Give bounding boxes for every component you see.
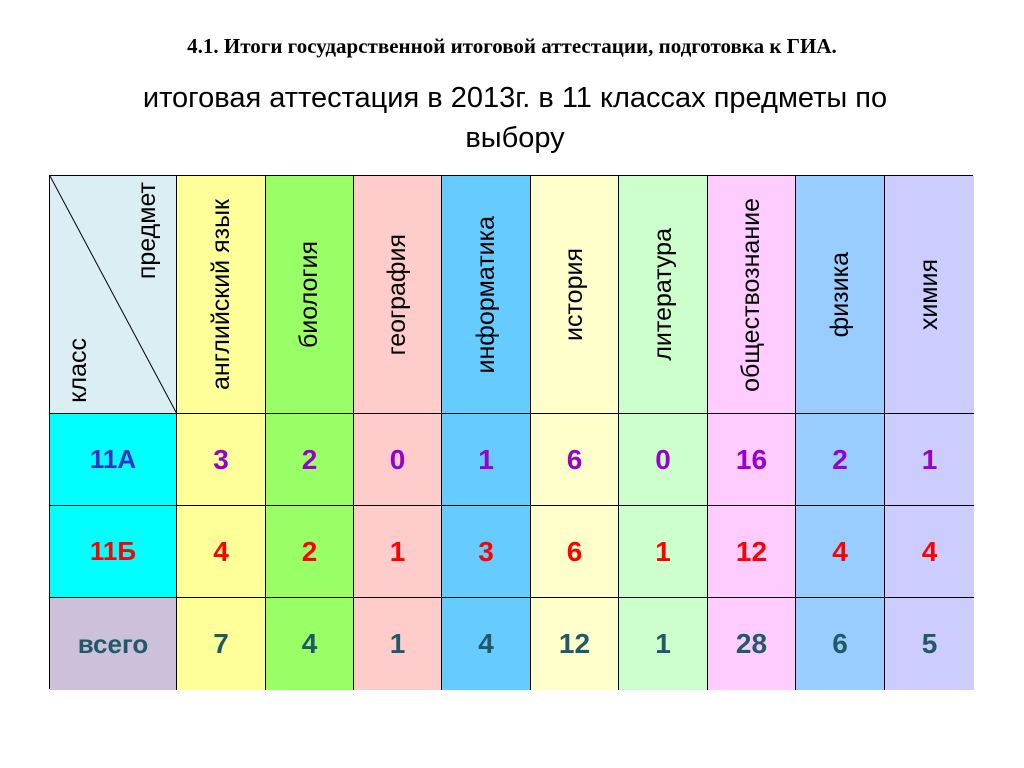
row-label: всего <box>77 628 149 659</box>
cell-value: 4 <box>921 535 938 567</box>
table-cell: 12 <box>531 598 619 690</box>
corner-label-class: класс <box>64 338 92 403</box>
page-subtitle: итоговая аттестация в 2013г. в 11 класса… <box>142 82 888 154</box>
cell-value: 1 <box>389 628 406 659</box>
subject-header-label: обществознание <box>737 197 765 392</box>
subject-header-cell: биология <box>266 176 354 414</box>
table-cell: 28 <box>708 598 796 690</box>
cell-value: 4 <box>213 535 229 567</box>
table-cell: 4 <box>885 506 974 598</box>
subject-header-label: информатика <box>471 215 500 374</box>
table-cell: 6 <box>531 506 619 598</box>
table-cell: 6 <box>531 414 619 506</box>
table-cell: 1 <box>354 598 442 690</box>
cell-value: 12 <box>735 535 768 567</box>
subject-header-label: литература <box>648 228 677 361</box>
table-cell: 4 <box>796 506 885 598</box>
table-cell: 6 <box>796 598 885 690</box>
table-cell: 0 <box>619 414 708 506</box>
corner-label-subject: предмет <box>133 182 161 280</box>
subject-header-cell: литература <box>619 176 708 414</box>
table-cell: 4 <box>266 598 354 690</box>
cell-value: 5 <box>921 628 938 659</box>
table-cell: 1 <box>885 414 974 506</box>
cell-value: 4 <box>301 628 318 659</box>
cell-value: 6 <box>832 628 848 659</box>
cell-value: 1 <box>655 535 671 567</box>
table-cell: 7 <box>177 598 266 690</box>
cell-value: 0 <box>655 443 671 475</box>
subject-header-cell: обществознание <box>708 176 796 414</box>
table-cell: 2 <box>266 414 354 506</box>
cell-value: 1 <box>921 443 938 475</box>
cell-value: 3 <box>478 535 494 567</box>
cell-value: 1 <box>655 628 671 659</box>
cell-value: 0 <box>389 443 406 475</box>
table-cell: 16 <box>708 414 796 506</box>
table-cell: 1 <box>619 598 708 690</box>
corner-header-cell: предмет класс <box>50 176 177 414</box>
table-cell: 1 <box>354 506 442 598</box>
subject-header-label: история <box>560 248 588 341</box>
subject-header-cell: химия <box>885 176 974 414</box>
cell-value: 1 <box>389 535 406 567</box>
subject-header-label: биология <box>295 240 323 349</box>
cell-value: 2 <box>832 443 848 475</box>
cell-value: 28 <box>735 628 768 659</box>
table-cell: 3 <box>442 506 531 598</box>
subject-header-cell: английский язык <box>177 176 266 414</box>
table-cell: 0 <box>354 414 442 506</box>
table-cell: 3 <box>177 414 266 506</box>
row-label-cell: 11А <box>50 414 177 506</box>
diagonal-divider <box>50 176 177 414</box>
table-cell: 12 <box>708 506 796 598</box>
subject-header-label: география <box>383 233 411 356</box>
cell-value: 4 <box>832 535 848 567</box>
page-title: 4.1. Итоги государственной итоговой атте… <box>187 34 837 58</box>
subject-header-label: физика <box>825 251 854 338</box>
subject-header-cell: информатика <box>442 176 531 414</box>
table-cell: 5 <box>885 598 974 690</box>
cell-value: 2 <box>301 443 318 475</box>
table-cell: 1 <box>442 414 531 506</box>
subject-header-label: химия <box>915 258 943 331</box>
row-label-cell: 11Б <box>50 506 177 598</box>
table-cell: 4 <box>177 506 266 598</box>
table-cell: 2 <box>266 506 354 598</box>
subject-header-label: английский язык <box>206 198 235 390</box>
row-label: 11Б <box>89 536 137 566</box>
cell-value: 16 <box>735 443 768 475</box>
cell-value: 6 <box>566 443 583 475</box>
subject-header-cell: физика <box>796 176 885 414</box>
row-label-cell: всего <box>50 598 177 690</box>
subject-header-cell: география <box>354 176 442 414</box>
cell-value: 3 <box>213 443 229 475</box>
results-table: предмет класс английский язык биология геогр… <box>49 175 974 690</box>
table-cell: 4 <box>442 598 531 690</box>
cell-value: 2 <box>301 535 318 567</box>
row-label: 11А <box>89 444 137 474</box>
cell-value: 7 <box>213 628 229 659</box>
table-cell: 2 <box>796 414 885 506</box>
table-cell: 1 <box>619 506 708 598</box>
cell-value: 12 <box>558 628 591 659</box>
cell-value: 4 <box>478 628 494 659</box>
subject-header-cell: история <box>531 176 619 414</box>
cell-value: 1 <box>478 443 494 475</box>
cell-value: 6 <box>566 535 583 567</box>
